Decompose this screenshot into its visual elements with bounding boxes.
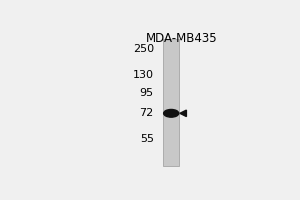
Text: 130: 130	[133, 70, 154, 80]
Text: 95: 95	[140, 88, 154, 98]
Ellipse shape	[164, 109, 179, 117]
Bar	[163, 39, 179, 166]
Text: 250: 250	[133, 44, 154, 54]
Text: 72: 72	[140, 108, 154, 118]
Text: MDA-MB435: MDA-MB435	[146, 32, 218, 45]
Polygon shape	[180, 110, 186, 117]
Text: 55: 55	[140, 134, 154, 144]
